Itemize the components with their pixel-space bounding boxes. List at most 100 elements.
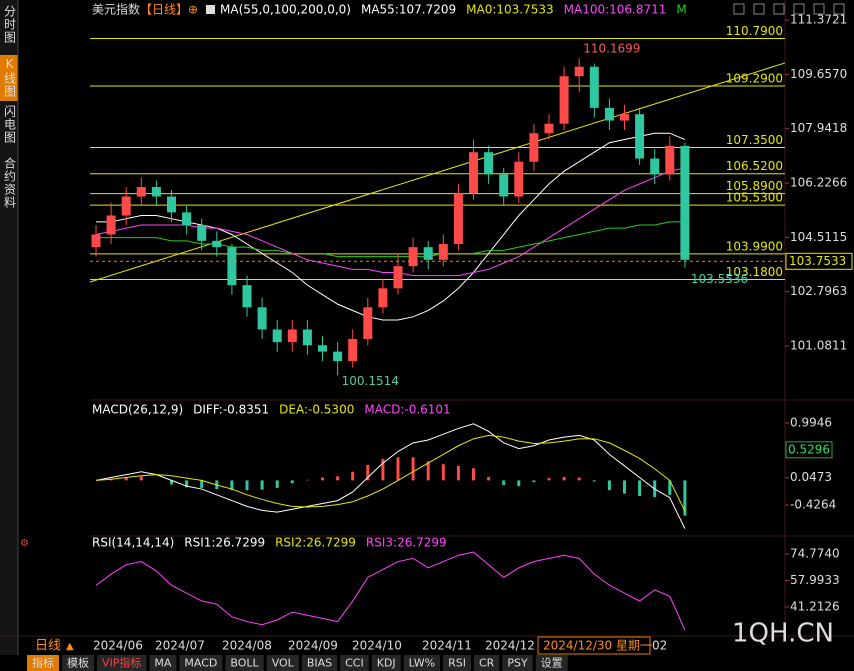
icon[interactable] <box>833 3 845 15</box>
icon[interactable] <box>733 3 745 15</box>
period-label: 【日线】 <box>140 3 188 17</box>
y-tick-label: -0.4264 <box>790 498 836 512</box>
low-annotation: 100.1514 <box>342 374 399 388</box>
toolbar-button-bg[interactable] <box>266 655 299 671</box>
toolbar-button[interactable]: MA <box>154 657 171 670</box>
legend-entry: RSI2:26.7299 <box>275 536 356 550</box>
toolbar-button-bg[interactable] <box>340 655 369 671</box>
candle-body <box>106 215 116 235</box>
candle-body <box>302 329 312 346</box>
sidebar <box>0 0 18 655</box>
toolbar-button[interactable]: VIP指标 <box>102 656 141 670</box>
candle-body <box>136 187 146 197</box>
x-tick-label: 2024/08 <box>222 639 272 653</box>
low-annotation: 103.5536 <box>691 272 748 286</box>
candle-body <box>635 114 645 159</box>
macd-bar <box>381 459 385 481</box>
toolbar-button[interactable]: MACD <box>184 657 217 670</box>
macd-bar <box>502 480 506 486</box>
level-label: 106.5200 <box>726 159 783 173</box>
indicator-line <box>95 423 686 529</box>
toolbar-button-bg[interactable] <box>301 655 338 671</box>
candle-body <box>665 145 675 175</box>
toolbar-button[interactable]: 模板 <box>67 656 89 670</box>
level-label: 103.1800 <box>726 265 783 279</box>
icon[interactable] <box>813 3 825 15</box>
toolbar-button[interactable]: BIAS <box>307 657 332 670</box>
toolbar-button-bg[interactable] <box>225 655 264 671</box>
legend-entry: DEA:-0.5300 <box>279 403 354 417</box>
toolbar-button-bg[interactable] <box>97 655 147 671</box>
toolbar-button[interactable]: CR <box>479 657 495 670</box>
macd-bar <box>245 480 249 491</box>
toolbar-button[interactable]: LW% <box>409 657 435 670</box>
y-tick-label: 109.6570 <box>790 67 847 81</box>
macd-bar <box>185 480 189 488</box>
macd-bar <box>577 477 581 481</box>
settings-icon[interactable]: ⚙ <box>20 538 29 549</box>
toolbar-button[interactable]: RSI <box>448 657 466 670</box>
macd-bar <box>260 480 264 490</box>
watermark: 1QH.CN <box>732 619 834 649</box>
candle-body <box>272 329 282 343</box>
legend-entry: RSI(14,14,14) <box>92 536 174 550</box>
toolbar-button-bg[interactable] <box>371 655 401 671</box>
toolbar-button-bg[interactable] <box>27 655 59 671</box>
candle-body <box>227 247 237 286</box>
last-price: 103.7533 <box>789 254 846 268</box>
toolbar-button[interactable]: BOLL <box>230 657 259 670</box>
candle-body <box>514 161 524 197</box>
macd-bar <box>638 480 642 496</box>
level-label: 103.9900 <box>726 239 783 253</box>
icon[interactable] <box>753 3 765 15</box>
toolbar-button-bg[interactable] <box>474 655 500 671</box>
toolbar-button-bg[interactable] <box>535 655 568 671</box>
icon[interactable] <box>773 3 785 15</box>
indicator-line <box>95 167 686 277</box>
candle-body <box>589 66 599 108</box>
add-icon[interactable]: ⊕ <box>188 3 198 17</box>
legend-entry: MA55:107.7209 <box>361 3 456 17</box>
legend-entry: M <box>676 3 686 17</box>
y-tick-label: 107.9418 <box>790 121 847 135</box>
toolbar-button[interactable]: 指标 <box>32 656 54 670</box>
level-label: 107.3500 <box>726 133 783 147</box>
toolbar-button-bg[interactable] <box>443 655 471 671</box>
sidebar-tab[interactable]: 合约资料 <box>3 156 17 209</box>
toolbar-button-bg[interactable] <box>502 655 533 671</box>
period-arrow[interactable]: ▲ <box>66 641 74 652</box>
macd-bar <box>396 457 400 481</box>
candle-body <box>408 247 418 267</box>
macd-bar <box>487 476 491 481</box>
candle-body <box>182 212 192 226</box>
toolbar-button-bg[interactable] <box>62 655 94 671</box>
candle-body <box>242 285 252 308</box>
macd-bar <box>547 478 551 481</box>
toolbar-button-bg[interactable] <box>179 655 223 671</box>
checkbox-icon[interactable] <box>206 5 215 14</box>
macd-bar <box>230 480 234 491</box>
toolbar-button[interactable]: CCI <box>345 657 364 670</box>
toolbar-button[interactable]: KDJ <box>377 657 396 670</box>
x-tick-label: 2024/10 <box>352 639 402 653</box>
toolbar-button-bg[interactable] <box>149 655 177 671</box>
sidebar-tab[interactable]: K线图 <box>3 57 17 98</box>
toolbar-button[interactable]: 设置 <box>541 657 563 670</box>
toolbar-button-bg[interactable] <box>403 655 441 671</box>
cursor-date: 2024/12/30 星期一 <box>543 639 652 653</box>
sidebar-tab[interactable]: 分时图 <box>3 5 17 44</box>
y-tick-label: 41.2126 <box>790 600 840 614</box>
x-tick-label: 2024/12 <box>485 639 535 653</box>
window-icons <box>733 3 845 15</box>
period-tab[interactable]: 日线 <box>35 639 61 654</box>
macd-bar <box>532 480 536 483</box>
y-tick-label: 102.7963 <box>790 284 847 298</box>
candle-body <box>529 133 539 162</box>
toolbar-button[interactable]: PSY <box>507 657 528 670</box>
icon[interactable] <box>793 3 805 15</box>
candle-body <box>378 288 388 308</box>
toolbar-button[interactable]: VOL <box>272 657 295 670</box>
candle-body <box>393 266 403 289</box>
sidebar-tab[interactable]: 闪电图 <box>3 105 17 144</box>
